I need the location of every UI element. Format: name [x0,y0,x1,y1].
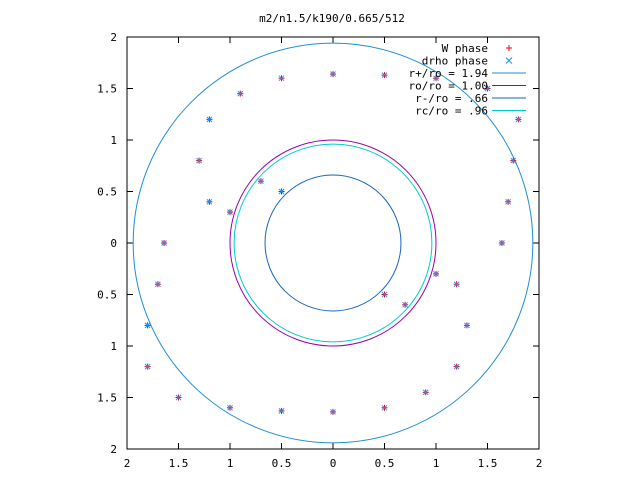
data-points [144,71,522,415]
reference-circles [132,42,534,444]
legend-entry: drho phase [422,55,513,68]
w-phase-point [422,389,429,396]
w-phase-point [453,363,460,370]
w-phase-point [381,72,388,79]
x-tick-label: 1.5 [169,457,189,470]
w-phase-point [278,407,285,414]
w-phase-point [227,209,233,216]
x-tick-label: 1.5 [478,457,498,470]
w-phase-point [206,198,213,205]
axis-ticks: 2 1.5 1 0.5 0 0.5 1 1.5 221.510.500.511.52 [97,31,542,470]
legend-entry: r+/ro = 1.94 [409,67,526,80]
w-phase-point [381,404,388,411]
w-phase-point [237,90,244,97]
x-tick-label: 2 [124,457,131,470]
ref-circle [233,143,433,343]
w-phase-point [175,394,182,401]
w-phase-point [144,363,151,370]
ref-circle [229,139,437,347]
w-phase-point [402,301,409,308]
w-phase-point [515,116,522,123]
legend-label: ro/ro = 1.00 [409,80,488,93]
legend-label: r+/ro = 1.94 [409,67,489,80]
w-phase-point [257,178,264,185]
y-tick-label: 1.5 [97,392,117,405]
y-tick-label: 2 [110,31,117,44]
w-phase-point [498,240,505,246]
y-tick-label: 0.5 [97,186,117,199]
x-tick-label: 0 [330,457,337,470]
legend-label: drho phase [422,55,488,68]
ref-circle [132,42,534,444]
legend-entry: rc/ro = .96 [415,105,526,118]
w-phase-point [154,281,161,288]
w-phase-point [453,281,460,288]
y-tick-label: 1.5 [97,83,117,96]
ref-circle [264,174,402,312]
w-phase-point [510,157,517,164]
x-tick-label: 1 [433,457,440,470]
w-phase-point [196,157,203,164]
legend-label: r-/ro = .66 [415,92,488,105]
w-phase-point [463,322,470,329]
legend-entry: ro/ro = 1.00 [409,80,526,93]
x-tick-label: 2 [536,457,543,470]
w-phase-point [330,71,336,78]
w-phase-point [484,85,491,92]
w-phase-point [144,322,151,329]
legend-marker [505,57,513,64]
x-tick-label: 0.5 [272,457,292,470]
y-tick-label: 1 [110,134,117,147]
w-phase-point [330,408,336,415]
chart-title: m2/n1.5/k190/0.665/512 [259,12,405,25]
w-phase-point [161,240,168,246]
y-tick-label: 1 [110,340,117,353]
y-tick-label: 0 [110,237,117,250]
w-phase-point [206,116,213,123]
legend-label: W phase [442,42,488,55]
legend-label: rc/ro = .96 [415,105,488,118]
legend-entry: r-/ro = .66 [415,92,526,105]
legend-entry: W phase [442,42,512,55]
w-phase-point [381,291,388,298]
y-tick-label: 2 [110,443,117,456]
w-phase-point [505,198,512,205]
w-phase-point [433,270,439,277]
w-phase-point [227,404,233,411]
x-tick-label: 1 [227,457,234,470]
w-phase-point [433,75,439,82]
y-tick-label: 0.5 [97,289,117,302]
w-phase-point [278,188,285,195]
x-tick-label: 0.5 [375,457,395,470]
w-phase-point [278,75,285,82]
